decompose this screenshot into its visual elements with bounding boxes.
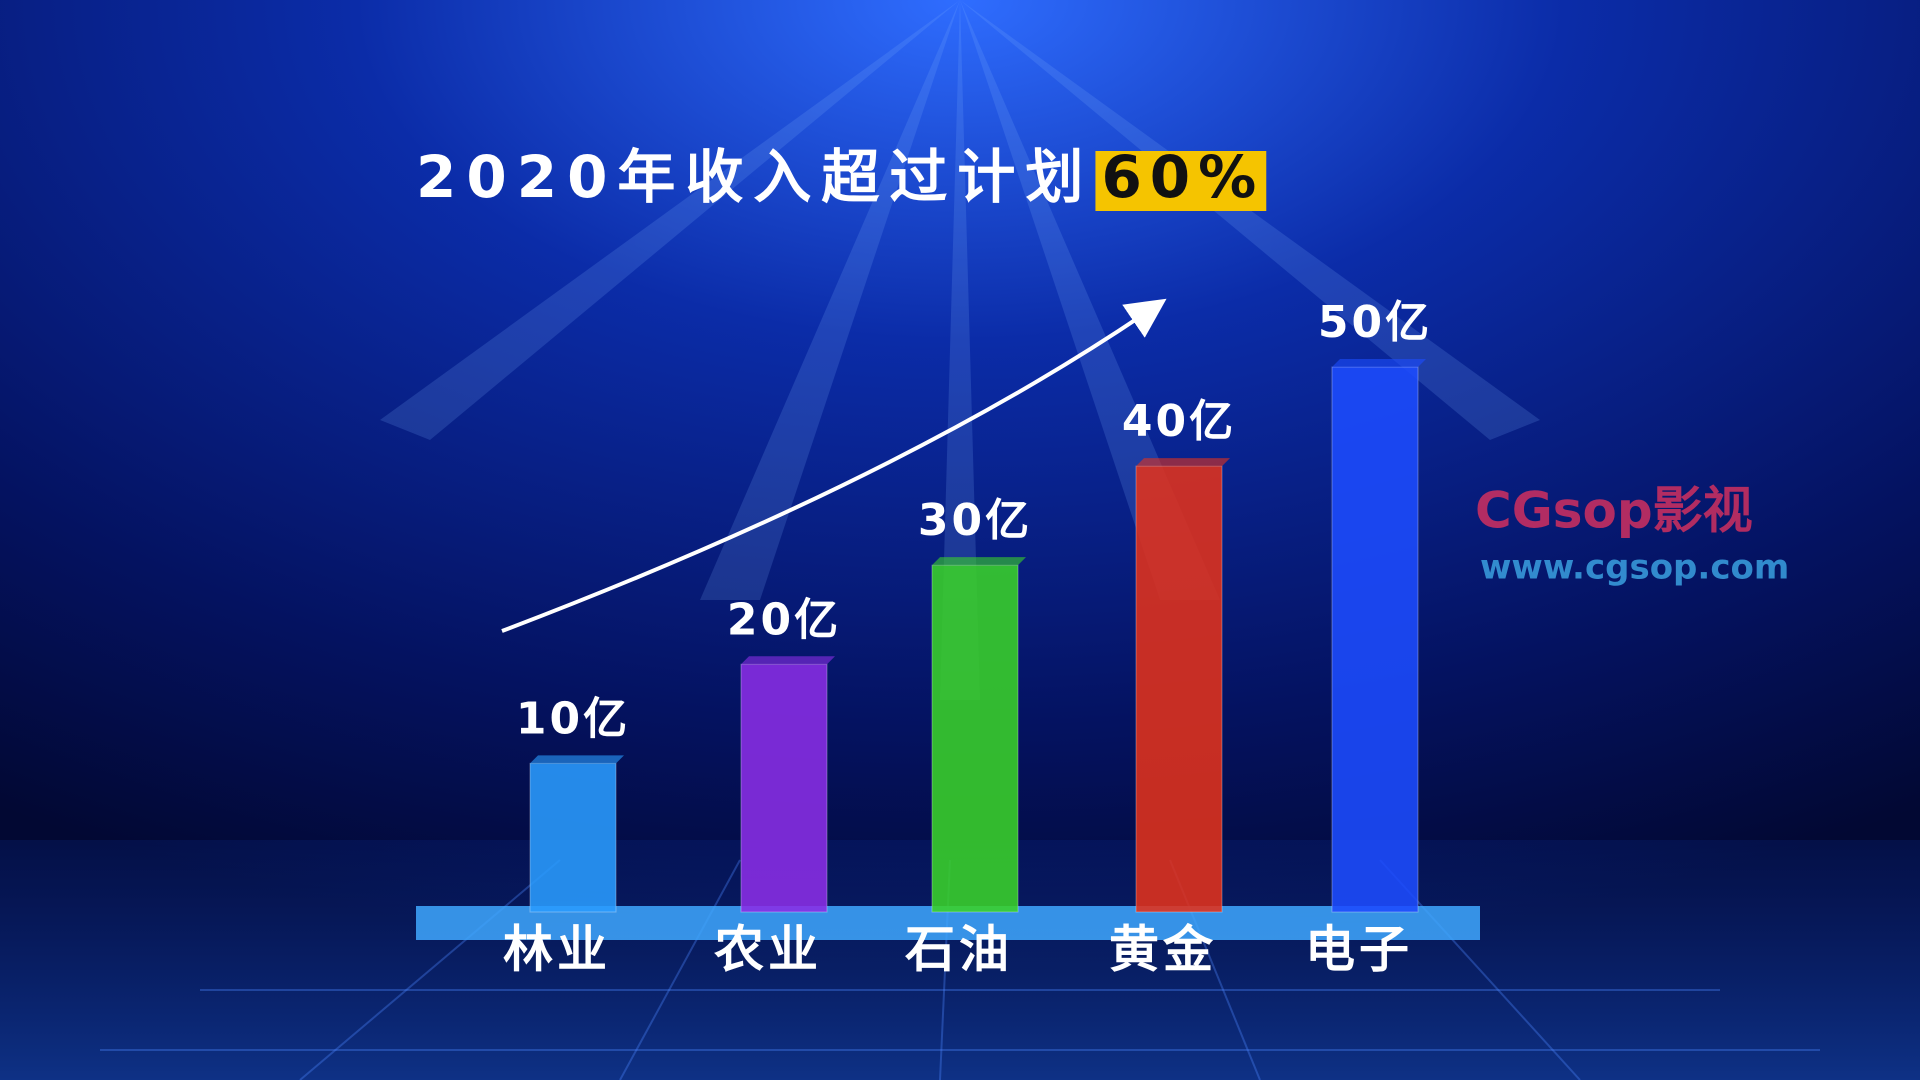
bar-top <box>1332 359 1426 367</box>
value-label: 10亿 <box>516 693 630 744</box>
bar-top <box>530 755 624 764</box>
chart-title: 2020年收入超过计划 <box>416 143 1093 211</box>
x-tick-label: 林业 <box>503 921 611 979</box>
bar <box>740 663 828 913</box>
x-tick-label: 电子 <box>1305 921 1413 979</box>
watermark: CGsop影视 <box>1475 482 1753 540</box>
bar-top <box>741 656 835 665</box>
title-highlight: 60% <box>1101 143 1264 211</box>
x-tick-label: 农业 <box>714 921 822 979</box>
x-tick-label: 石油 <box>905 921 1013 979</box>
bar-top <box>1136 458 1230 467</box>
title-highlight-box <box>1095 151 1267 211</box>
bar <box>529 762 617 913</box>
value-label: 30亿 <box>918 495 1032 546</box>
bar-top <box>932 557 1026 566</box>
value-label: 20亿 <box>727 594 841 645</box>
bar <box>931 564 1019 913</box>
x-tick-label: 黄金 <box>1109 921 1217 979</box>
watermark-url: www.cgsop.com <box>1480 548 1789 588</box>
bar <box>1331 366 1419 913</box>
growth-arrow <box>501 298 1167 633</box>
light-rays <box>380 0 1540 700</box>
bar <box>1135 465 1223 913</box>
value-label: 50亿 <box>1318 297 1432 348</box>
value-label: 40亿 <box>1122 396 1236 447</box>
